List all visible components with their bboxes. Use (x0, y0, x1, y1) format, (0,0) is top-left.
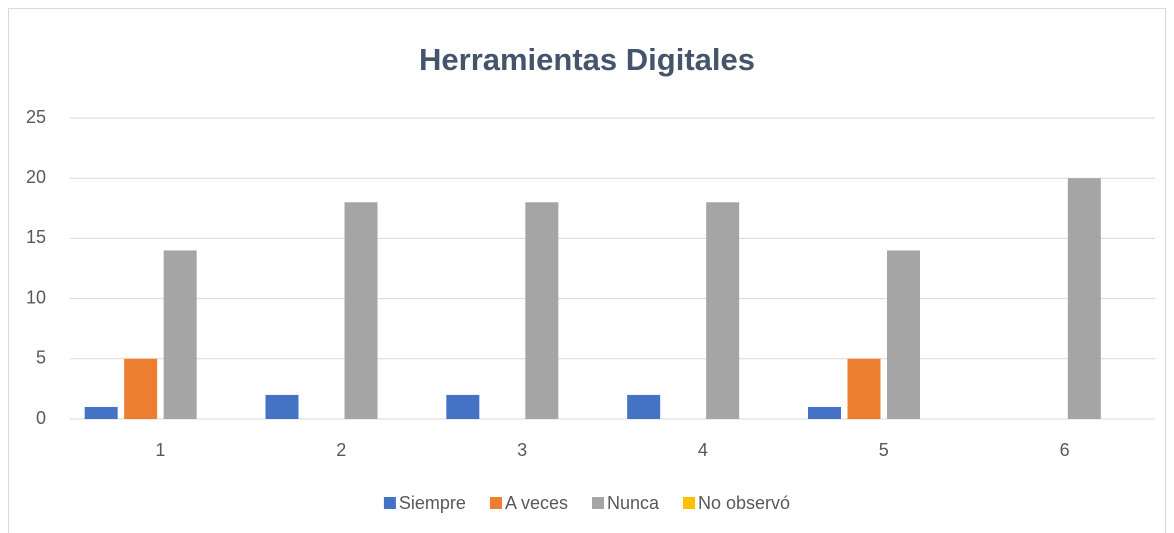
legend-label: Siempre (399, 493, 466, 513)
y-tick-label: 0 (36, 408, 46, 428)
bar (84, 406, 118, 419)
x-tick-label: 5 (879, 440, 889, 460)
bar (344, 202, 378, 419)
legend-swatch (591, 497, 604, 509)
chart-title: Herramientas Digitales (419, 42, 755, 77)
legend-swatch (683, 497, 696, 509)
x-tick-label: 2 (336, 440, 346, 460)
bar (627, 394, 661, 419)
bar (887, 250, 920, 419)
bar (124, 358, 158, 419)
x-tick-label: 4 (698, 440, 708, 460)
x-tick-label: 1 (155, 440, 165, 460)
bar (808, 406, 841, 419)
legend-swatch (383, 497, 396, 509)
bar (265, 394, 299, 419)
y-tick-label: 5 (36, 348, 46, 368)
y-tick-label: 25 (26, 107, 46, 127)
y-tick-label: 15 (26, 227, 46, 247)
bar (706, 202, 740, 419)
legend-swatch (489, 497, 502, 509)
bar (163, 250, 197, 419)
chart-border (8, 8, 1166, 533)
legend-label: No observó (698, 493, 790, 513)
y-tick-label: 10 (26, 287, 46, 307)
x-tick-label: 3 (517, 440, 527, 460)
legend-label: Nunca (607, 493, 660, 513)
bar (1067, 178, 1101, 419)
bar (446, 394, 480, 419)
bar (525, 202, 559, 419)
bar (847, 358, 881, 419)
x-tick-label: 6 (1060, 440, 1070, 460)
legend-label: A veces (505, 493, 568, 513)
y-tick-label: 20 (26, 167, 46, 187)
